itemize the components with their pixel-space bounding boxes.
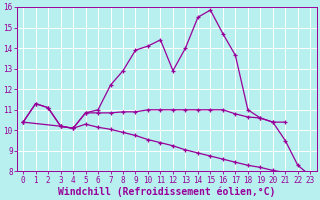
X-axis label: Windchill (Refroidissement éolien,°C): Windchill (Refroidissement éolien,°C) bbox=[58, 186, 276, 197]
